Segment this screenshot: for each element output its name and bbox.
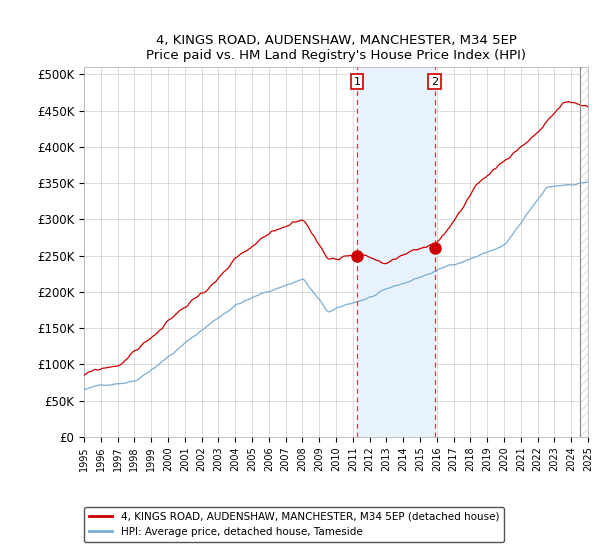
- Bar: [580, 67, 588, 437]
- Text: 1: 1: [353, 77, 361, 87]
- Title: 4, KINGS ROAD, AUDENSHAW, MANCHESTER, M34 5EP
Price paid vs. HM Land Registry's : 4, KINGS ROAD, AUDENSHAW, MANCHESTER, M3…: [146, 34, 526, 62]
- Bar: [580, 67, 588, 437]
- Legend: 4, KINGS ROAD, AUDENSHAW, MANCHESTER, M34 5EP (detached house), HPI: Average pri: 4, KINGS ROAD, AUDENSHAW, MANCHESTER, M3…: [84, 507, 505, 542]
- Bar: [357, 67, 434, 437]
- Text: 2: 2: [431, 77, 438, 87]
